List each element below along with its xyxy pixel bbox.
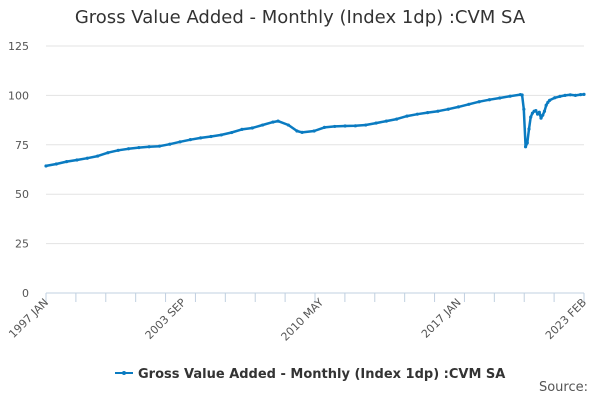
data-point <box>126 147 131 151</box>
y-tick-label: 25 <box>15 238 29 251</box>
data-point <box>405 114 409 118</box>
data-point <box>312 129 316 133</box>
data-point <box>384 119 388 123</box>
data-point <box>573 93 578 97</box>
data-point <box>415 112 419 116</box>
data-point <box>106 151 110 155</box>
data-point <box>544 103 548 107</box>
data-point <box>525 141 529 145</box>
legend-label[interactable]: Gross Value Added - Monthly (Index 1dp) … <box>138 367 505 382</box>
x-tick-label: 2017 JAN <box>419 296 464 341</box>
data-point <box>295 129 299 133</box>
data-point <box>542 109 547 113</box>
data-point <box>168 142 172 146</box>
data-point <box>487 98 492 102</box>
data-point <box>116 148 120 152</box>
x-tick-label: 2003 SEP <box>143 296 189 342</box>
y-tick-label: 100 <box>8 89 29 102</box>
data-point <box>548 98 552 102</box>
data-point <box>425 110 430 115</box>
data-point <box>395 117 399 121</box>
data-point <box>522 107 526 111</box>
data-point <box>199 136 203 140</box>
data-point <box>563 93 567 97</box>
data-point <box>276 119 280 123</box>
data-point <box>529 115 533 119</box>
data-point <box>374 121 378 125</box>
data-point <box>271 120 275 124</box>
data-point <box>537 110 541 114</box>
source-label: Source: <box>538 380 588 395</box>
data-point <box>558 94 562 98</box>
data-point <box>553 96 557 100</box>
data-point <box>446 107 450 111</box>
data-point <box>467 102 471 106</box>
x-tick-label: 2010 MAY <box>278 296 326 344</box>
data-point <box>508 94 512 98</box>
data-point <box>353 124 357 128</box>
x-tick-label: 2023 FEB <box>543 296 589 342</box>
data-point <box>95 154 100 158</box>
data-point <box>85 156 89 160</box>
y-tick-label: 75 <box>15 139 29 152</box>
data-point <box>520 93 524 97</box>
data-point <box>147 145 151 149</box>
data-point <box>322 125 327 130</box>
data-point <box>260 123 265 127</box>
data-point <box>137 145 141 150</box>
data-point <box>456 105 461 109</box>
data-point <box>44 164 48 168</box>
data-point <box>477 100 481 104</box>
data-point <box>230 130 234 135</box>
data-point <box>582 92 586 97</box>
data-point <box>523 145 528 149</box>
data-point <box>209 134 213 139</box>
data-point <box>157 144 162 148</box>
data-point <box>534 109 538 113</box>
data-point <box>286 123 290 127</box>
y-tick-label: 50 <box>15 188 29 201</box>
data-point <box>240 127 244 131</box>
data-point <box>498 96 502 100</box>
data-point <box>343 124 347 128</box>
data-point <box>578 93 583 97</box>
chart-title: Gross Value Added - Monthly (Index 1dp) … <box>74 7 526 28</box>
data-point <box>54 162 58 166</box>
data-point <box>188 138 192 142</box>
data-point <box>333 124 337 129</box>
data-point <box>541 113 545 117</box>
data-point <box>527 127 531 131</box>
data-point <box>568 93 572 97</box>
data-point <box>539 116 543 120</box>
data-point <box>75 158 79 162</box>
data-point <box>178 140 182 144</box>
data-point <box>219 133 223 137</box>
data-point <box>250 126 254 130</box>
data-point <box>436 109 440 113</box>
y-tick-label: 0 <box>22 287 29 300</box>
x-tick-label: 1997 JAN <box>6 296 51 341</box>
data-point <box>300 130 304 134</box>
data-point <box>364 123 368 127</box>
legend-marker-icon <box>122 371 126 375</box>
data-point <box>65 159 69 164</box>
y-tick-label: 125 <box>8 40 29 53</box>
